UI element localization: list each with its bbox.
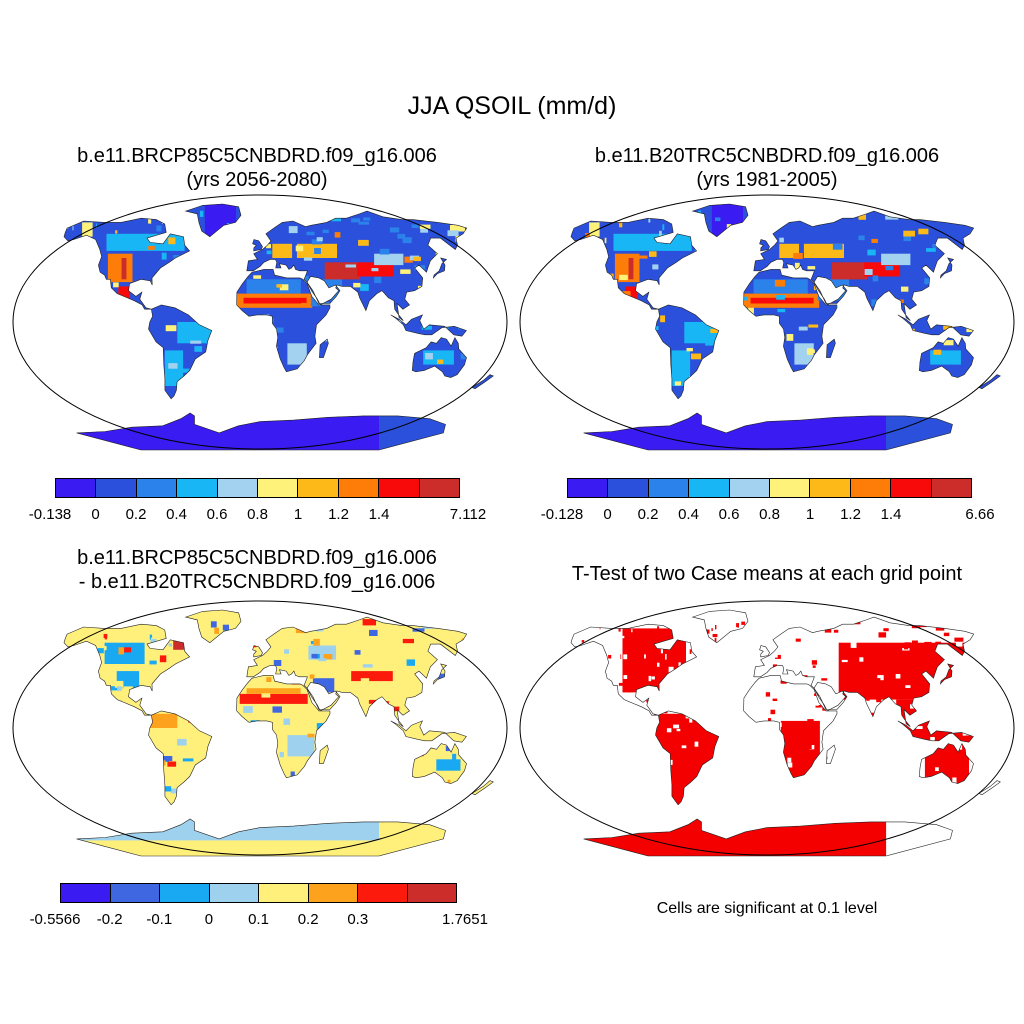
colorbar-swatch	[137, 479, 177, 497]
colorbar-swatch	[177, 479, 217, 497]
colorbar-swatch	[96, 479, 136, 497]
map-panel1	[10, 192, 510, 452]
colorbar-tick-label: 0	[91, 506, 99, 523]
colorbar-swatch	[259, 884, 309, 902]
panel3-title: b.e11.BRCP85C5CNBDRD.f09_g16.006 - b.e11…	[2, 546, 512, 594]
colorbar-tick-label: 0.8	[759, 506, 780, 523]
panel4-title: T-Test of two Case means at each grid po…	[512, 562, 1022, 586]
colorbar-swatch	[730, 479, 770, 497]
colorbar-swatch	[358, 884, 408, 902]
colorbar-tick-label: 1.7651	[442, 911, 488, 928]
colorbar-swatch	[608, 479, 648, 497]
colorbar-tick-label: -0.5566	[30, 911, 81, 928]
colorbar-tick-label: -0.128	[541, 506, 584, 523]
panel1-title: b.e11.BRCP85C5CNBDRD.f09_g16.006 (yrs 20…	[2, 144, 512, 192]
map-panel2	[517, 192, 1017, 452]
significance-note: Cells are significant at 0.1 level	[512, 900, 1022, 918]
colorbar-panel3	[60, 883, 457, 903]
colorbar-tick-label: -0.138	[29, 506, 72, 523]
colorbar-swatch	[379, 479, 419, 497]
colorbar-tick-label: -0.1	[146, 911, 172, 928]
colorbar-tick-label: -0.2	[97, 911, 123, 928]
colorbar-tick-label: 0.2	[126, 506, 147, 523]
figure-title: JJA QSOIL (mm/d)	[0, 92, 1024, 121]
colorbar-swatch	[649, 479, 689, 497]
colorbar-swatch	[298, 479, 338, 497]
colorbar-swatch	[810, 479, 850, 497]
colorbar-tick-label: 1	[294, 506, 302, 523]
panel2-title-line1: b.e11.B20TRC5CNBDRD.f09_g16.006	[512, 144, 1022, 168]
colorbar-swatch	[309, 884, 359, 902]
colorbar-tick-label: 0.4	[678, 506, 699, 523]
colorbar-tick-label: 0.3	[347, 911, 368, 928]
panel2-title-line2: (yrs 1981-2005)	[512, 168, 1022, 192]
colorbar-swatch	[210, 884, 260, 902]
colorbar-swatch	[770, 479, 810, 497]
colorbar-swatch	[218, 479, 258, 497]
panel1-title-line1: b.e11.BRCP85C5CNBDRD.f09_g16.006	[2, 144, 512, 168]
colorbar-tick-label: 1	[806, 506, 814, 523]
colorbar-tick-label: 0	[603, 506, 611, 523]
colorbar-tick-label: 0.8	[247, 506, 268, 523]
colorbar-tick-label: 0.1	[248, 911, 269, 928]
colorbar-tick-label: 0.2	[298, 911, 319, 928]
colorbar-swatch	[932, 479, 971, 497]
colorbar-tick-label: 7.112	[450, 506, 486, 523]
panel1-title-line2: (yrs 2056-2080)	[2, 168, 512, 192]
colorbar-tick-label: 0.4	[166, 506, 187, 523]
colorbar-swatch	[258, 479, 298, 497]
colorbar-swatch	[408, 884, 457, 902]
colorbar-swatch	[420, 479, 459, 497]
colorbar-swatch	[111, 884, 161, 902]
panel3-title-line2: - b.e11.B20TRC5CNBDRD.f09_g16.006	[2, 570, 512, 594]
colorbar-tick-label: 6.66	[965, 506, 994, 523]
colorbar-tick-label: 0.6	[719, 506, 740, 523]
colorbar-panel1	[55, 478, 460, 498]
colorbar-swatch	[891, 479, 931, 497]
colorbar-swatch	[851, 479, 891, 497]
colorbar-tick-label: 1.4	[881, 506, 902, 523]
colorbar-swatch	[61, 884, 111, 902]
colorbar-swatch	[160, 884, 210, 902]
field-cells	[522, 609, 1017, 856]
colorbar-swatch	[339, 479, 379, 497]
colorbar-tick-label: 0.2	[638, 506, 659, 523]
colorbar-panel2	[567, 478, 972, 498]
colorbar-tick-label: 1.4	[369, 506, 390, 523]
colorbar-swatch	[689, 479, 729, 497]
colorbar-tick-label: 0.6	[207, 506, 228, 523]
colorbar-tick-label: 1.2	[840, 506, 861, 523]
panel3-title-line1: b.e11.BRCP85C5CNBDRD.f09_g16.006	[2, 546, 512, 570]
map-panel3	[10, 598, 510, 858]
colorbar-swatch	[56, 479, 96, 497]
colorbar-tick-label: 0	[205, 911, 213, 928]
colorbar-tick-label: 1.2	[328, 506, 349, 523]
panel2-title: b.e11.B20TRC5CNBDRD.f09_g16.006 (yrs 198…	[512, 144, 1022, 192]
colorbar-swatch	[568, 479, 608, 497]
map-panel4	[517, 598, 1017, 858]
